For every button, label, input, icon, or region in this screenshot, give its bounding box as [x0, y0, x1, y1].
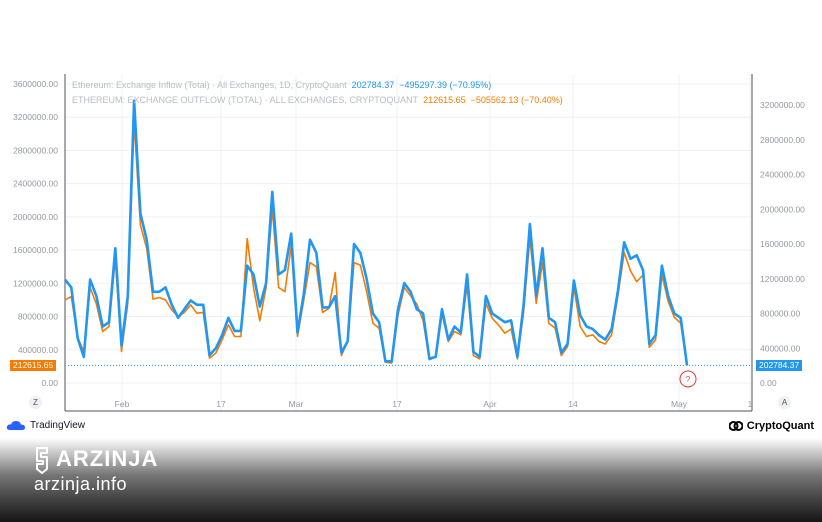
event-marker-circle	[679, 370, 697, 388]
x-axis-tick-label: May	[671, 399, 688, 409]
left-axis-tick-label: 1600000.00	[13, 245, 58, 255]
x-axis-tick-label: 17	[392, 399, 402, 409]
left-axis-tick-label: 3200000.00	[13, 112, 58, 122]
x-axis-tick-label: 14	[568, 399, 578, 409]
legend-outflow-change: −505562.13 (−70.40%)	[470, 95, 563, 105]
right-axis-tick-label: 0.00	[760, 378, 777, 388]
last-value-badge-left: 212615.65	[10, 360, 57, 371]
left-axis-tick-label: 2000000.00	[13, 212, 58, 222]
x-axis-tick-label: Feb	[115, 399, 130, 409]
x-axis-tick-label: 17	[216, 399, 226, 409]
site-url: arzinja.info	[34, 474, 128, 494]
legend-outflow-value: 212615.65	[423, 95, 466, 105]
chart-area: 0.00 400000.00 800000.00 1200000.00 1600000.…	[13, 74, 805, 412]
left-axis-tick-label: 3600000.00	[13, 79, 58, 89]
tradingview-cloud-icon	[6, 421, 26, 430]
axis-auto-button[interactable]: A	[778, 396, 791, 409]
legend-inflow-change: −495297.39 (−70.95%)	[399, 80, 492, 90]
right-axis-tick-label: 2400000.00	[760, 170, 805, 180]
axis-zoom-button[interactable]: Z	[29, 396, 42, 409]
left-axis-tick-label: 800000.00	[18, 312, 58, 322]
last-value-badge-right: 202784.37	[756, 360, 803, 371]
cryptoquant-icon	[728, 421, 743, 431]
left-axis-tick-label: 2400000.00	[13, 179, 58, 189]
right-axis-tick-label: 2000000.00	[760, 204, 805, 214]
left-axis-tick-label: 1200000.00	[13, 278, 58, 288]
event-marker-label: ?	[686, 375, 691, 384]
right-axis-tick-label: 400000.00	[760, 343, 800, 353]
legend-outflow: ETHEREUM: EXCHANGE OUTFLOW (TOTAL) · ALL…	[72, 95, 563, 105]
site-name: ARZINJA	[56, 446, 159, 471]
right-axis-tick-label: 1200000.00	[760, 274, 805, 284]
left-axis-tick-label: 2800000.00	[13, 145, 58, 155]
left-axis-tick-label: 0.00	[41, 378, 58, 388]
series-line-inflow	[63, 99, 689, 366]
cryptoquant-logo: CryptoQuant	[728, 420, 814, 432]
tradingview-label: TradingView	[30, 420, 86, 431]
x-axis-tick-label: Mar	[289, 399, 304, 409]
legend-outflow-label: ETHEREUM: EXCHANGE OUTFLOW (TOTAL) · ALL…	[72, 95, 419, 105]
x-axis-tick-label: 1	[748, 399, 753, 409]
right-axis-tick-label: 1600000.00	[760, 239, 805, 249]
tradingview-logo[interactable]: TradingView	[6, 420, 85, 431]
x-axis-tick-label: Apr	[483, 399, 496, 409]
legend-inflow-value: 202784.37	[351, 80, 395, 90]
arzinja-logo-icon	[36, 447, 48, 474]
right-axis-tick-label: 800000.00	[760, 309, 800, 319]
right-axis-tick-label: 2800000.00	[760, 135, 805, 145]
right-axis-tick-label: 3200000.00	[760, 100, 805, 110]
series-line-outflow	[64, 120, 688, 366]
watermark-footer	[0, 438, 822, 522]
legend-inflow: Ethereum: Exchange Inflow (Total) · All …	[72, 80, 491, 90]
cryptoquant-label: CryptoQuant	[746, 420, 814, 432]
legend-inflow-label: Ethereum: Exchange Inflow (Total) · All …	[72, 80, 347, 90]
left-axis-tick-label: 400000.00	[18, 345, 58, 355]
